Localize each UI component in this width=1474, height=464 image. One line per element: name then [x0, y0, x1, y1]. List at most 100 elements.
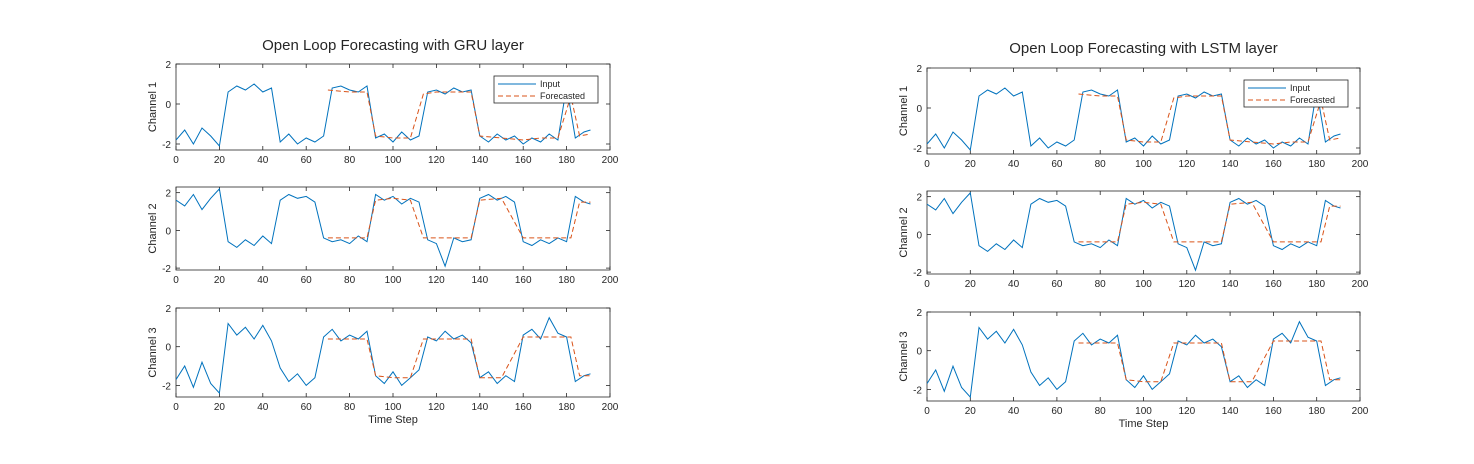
- x-tick-label: 0: [173, 402, 179, 413]
- x-tick-label: 20: [965, 159, 977, 170]
- series-forecast-line: [1078, 93, 1341, 145]
- x-tick-label: 100: [385, 402, 402, 413]
- x-tick-label: 180: [1308, 159, 1325, 170]
- legend-input-label: Input: [540, 79, 561, 89]
- series-forecast-line: [1078, 340, 1341, 383]
- x-tick-label: 40: [257, 402, 269, 413]
- x-tick-label: 160: [1265, 406, 1282, 417]
- x-tick-label: 120: [1178, 279, 1195, 290]
- x-tick-label: 140: [1222, 159, 1239, 170]
- x-tick-label: 40: [1008, 279, 1020, 290]
- x-tick-label: 120: [428, 402, 445, 413]
- x-tick-label: 80: [344, 275, 356, 286]
- x-tick-label: 160: [515, 402, 532, 413]
- y-tick-label: 0: [916, 104, 922, 115]
- x-tick-label: 120: [1178, 406, 1195, 417]
- series-input-line: [927, 320, 1341, 399]
- x-tick-label: 200: [602, 402, 619, 413]
- axes-box: [175, 186, 611, 271]
- y-tick-label: -2: [162, 381, 171, 392]
- y-tick-label: 0: [916, 230, 922, 241]
- series-input-line: [927, 87, 1341, 152]
- x-tick-label: 180: [558, 402, 575, 413]
- legend: Input Forecasted: [493, 75, 599, 104]
- x-tick-label: 180: [1308, 406, 1325, 417]
- y-tick-label: -2: [913, 268, 922, 279]
- x-tick-label: 180: [558, 275, 575, 286]
- x-tick-label: 100: [385, 155, 402, 166]
- x-tick-label: 180: [1308, 279, 1325, 290]
- x-tick-label: 80: [1095, 406, 1107, 417]
- series-input-line: [176, 316, 591, 395]
- series-forecast-line: [327, 89, 591, 141]
- y-axis-label: Channel 1: [898, 86, 910, 136]
- y-tick-label: -2: [913, 385, 922, 396]
- y-tick-label: 0: [165, 226, 171, 237]
- x-tick-label: 60: [1051, 159, 1063, 170]
- x-tick-label: 200: [602, 155, 619, 166]
- y-tick-label: 2: [916, 64, 922, 75]
- chart-title: Open Loop Forecasting with LSTM layer: [1009, 40, 1277, 57]
- x-tick-label: 140: [1222, 279, 1239, 290]
- x-tick-label: 160: [1265, 279, 1282, 290]
- x-tick-label: 200: [602, 275, 619, 286]
- x-axis-label: Time Step: [368, 414, 418, 426]
- x-tick-label: 40: [257, 155, 269, 166]
- legend-input-label: Input: [1290, 83, 1311, 93]
- x-tick-label: 200: [1352, 159, 1369, 170]
- x-tick-label: 40: [257, 275, 269, 286]
- y-axis-label: Channel 2: [898, 207, 910, 257]
- x-tick-label: 20: [214, 275, 226, 286]
- x-tick-label: 120: [1178, 159, 1195, 170]
- x-tick-label: 40: [1008, 406, 1020, 417]
- x-tick-label: 100: [1135, 279, 1152, 290]
- axes-box: [926, 190, 1361, 275]
- x-tick-label: 60: [301, 402, 313, 413]
- y-axis-label: Channel 1: [147, 82, 159, 132]
- x-tick-label: 140: [471, 402, 488, 413]
- x-tick-label: 20: [965, 279, 977, 290]
- y-axis-label: Channel 3: [147, 327, 159, 377]
- x-tick-label: 180: [558, 155, 575, 166]
- y-tick-label: 2: [165, 189, 171, 200]
- x-tick-label: 80: [344, 402, 356, 413]
- y-tick-label: -2: [162, 140, 171, 151]
- x-tick-label: 80: [1095, 279, 1107, 290]
- x-tick-label: 60: [1051, 406, 1063, 417]
- x-tick-label: 60: [301, 275, 313, 286]
- x-tick-label: 40: [1008, 159, 1020, 170]
- legend-box: [493, 75, 599, 104]
- x-tick-label: 100: [1135, 406, 1152, 417]
- x-tick-label: 160: [1265, 159, 1282, 170]
- legend-box: [1243, 79, 1349, 108]
- x-tick-label: 100: [1135, 159, 1152, 170]
- x-tick-label: 20: [965, 406, 977, 417]
- legend-forecast-label: Forecasted: [540, 91, 585, 101]
- x-tick-label: 160: [515, 155, 532, 166]
- y-axis-label: Channel 2: [147, 203, 159, 253]
- x-tick-label: 0: [924, 159, 930, 170]
- series-input-line: [176, 83, 591, 148]
- x-tick-label: 0: [173, 275, 179, 286]
- y-tick-label: -2: [913, 144, 922, 155]
- y-tick-label: 0: [916, 347, 922, 358]
- x-tick-label: 80: [344, 155, 356, 166]
- x-tick-label: 20: [214, 402, 226, 413]
- x-tick-label: 140: [471, 275, 488, 286]
- axes-box: [175, 307, 611, 398]
- x-tick-label: 20: [214, 155, 226, 166]
- x-tick-label: 200: [1352, 279, 1369, 290]
- x-tick-label: 120: [428, 155, 445, 166]
- y-tick-label: 0: [165, 343, 171, 354]
- series-forecast-line: [327, 336, 591, 379]
- x-tick-label: 60: [301, 155, 313, 166]
- y-tick-label: -2: [162, 264, 171, 275]
